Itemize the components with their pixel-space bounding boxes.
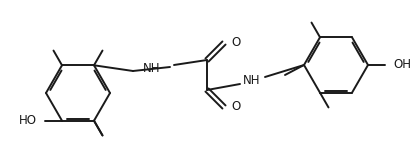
Text: O: O xyxy=(231,100,240,113)
Text: HO: HO xyxy=(19,114,37,127)
Text: NH: NH xyxy=(143,61,161,75)
Text: NH: NH xyxy=(243,73,261,86)
Text: OH: OH xyxy=(393,58,411,72)
Text: O: O xyxy=(231,36,240,49)
